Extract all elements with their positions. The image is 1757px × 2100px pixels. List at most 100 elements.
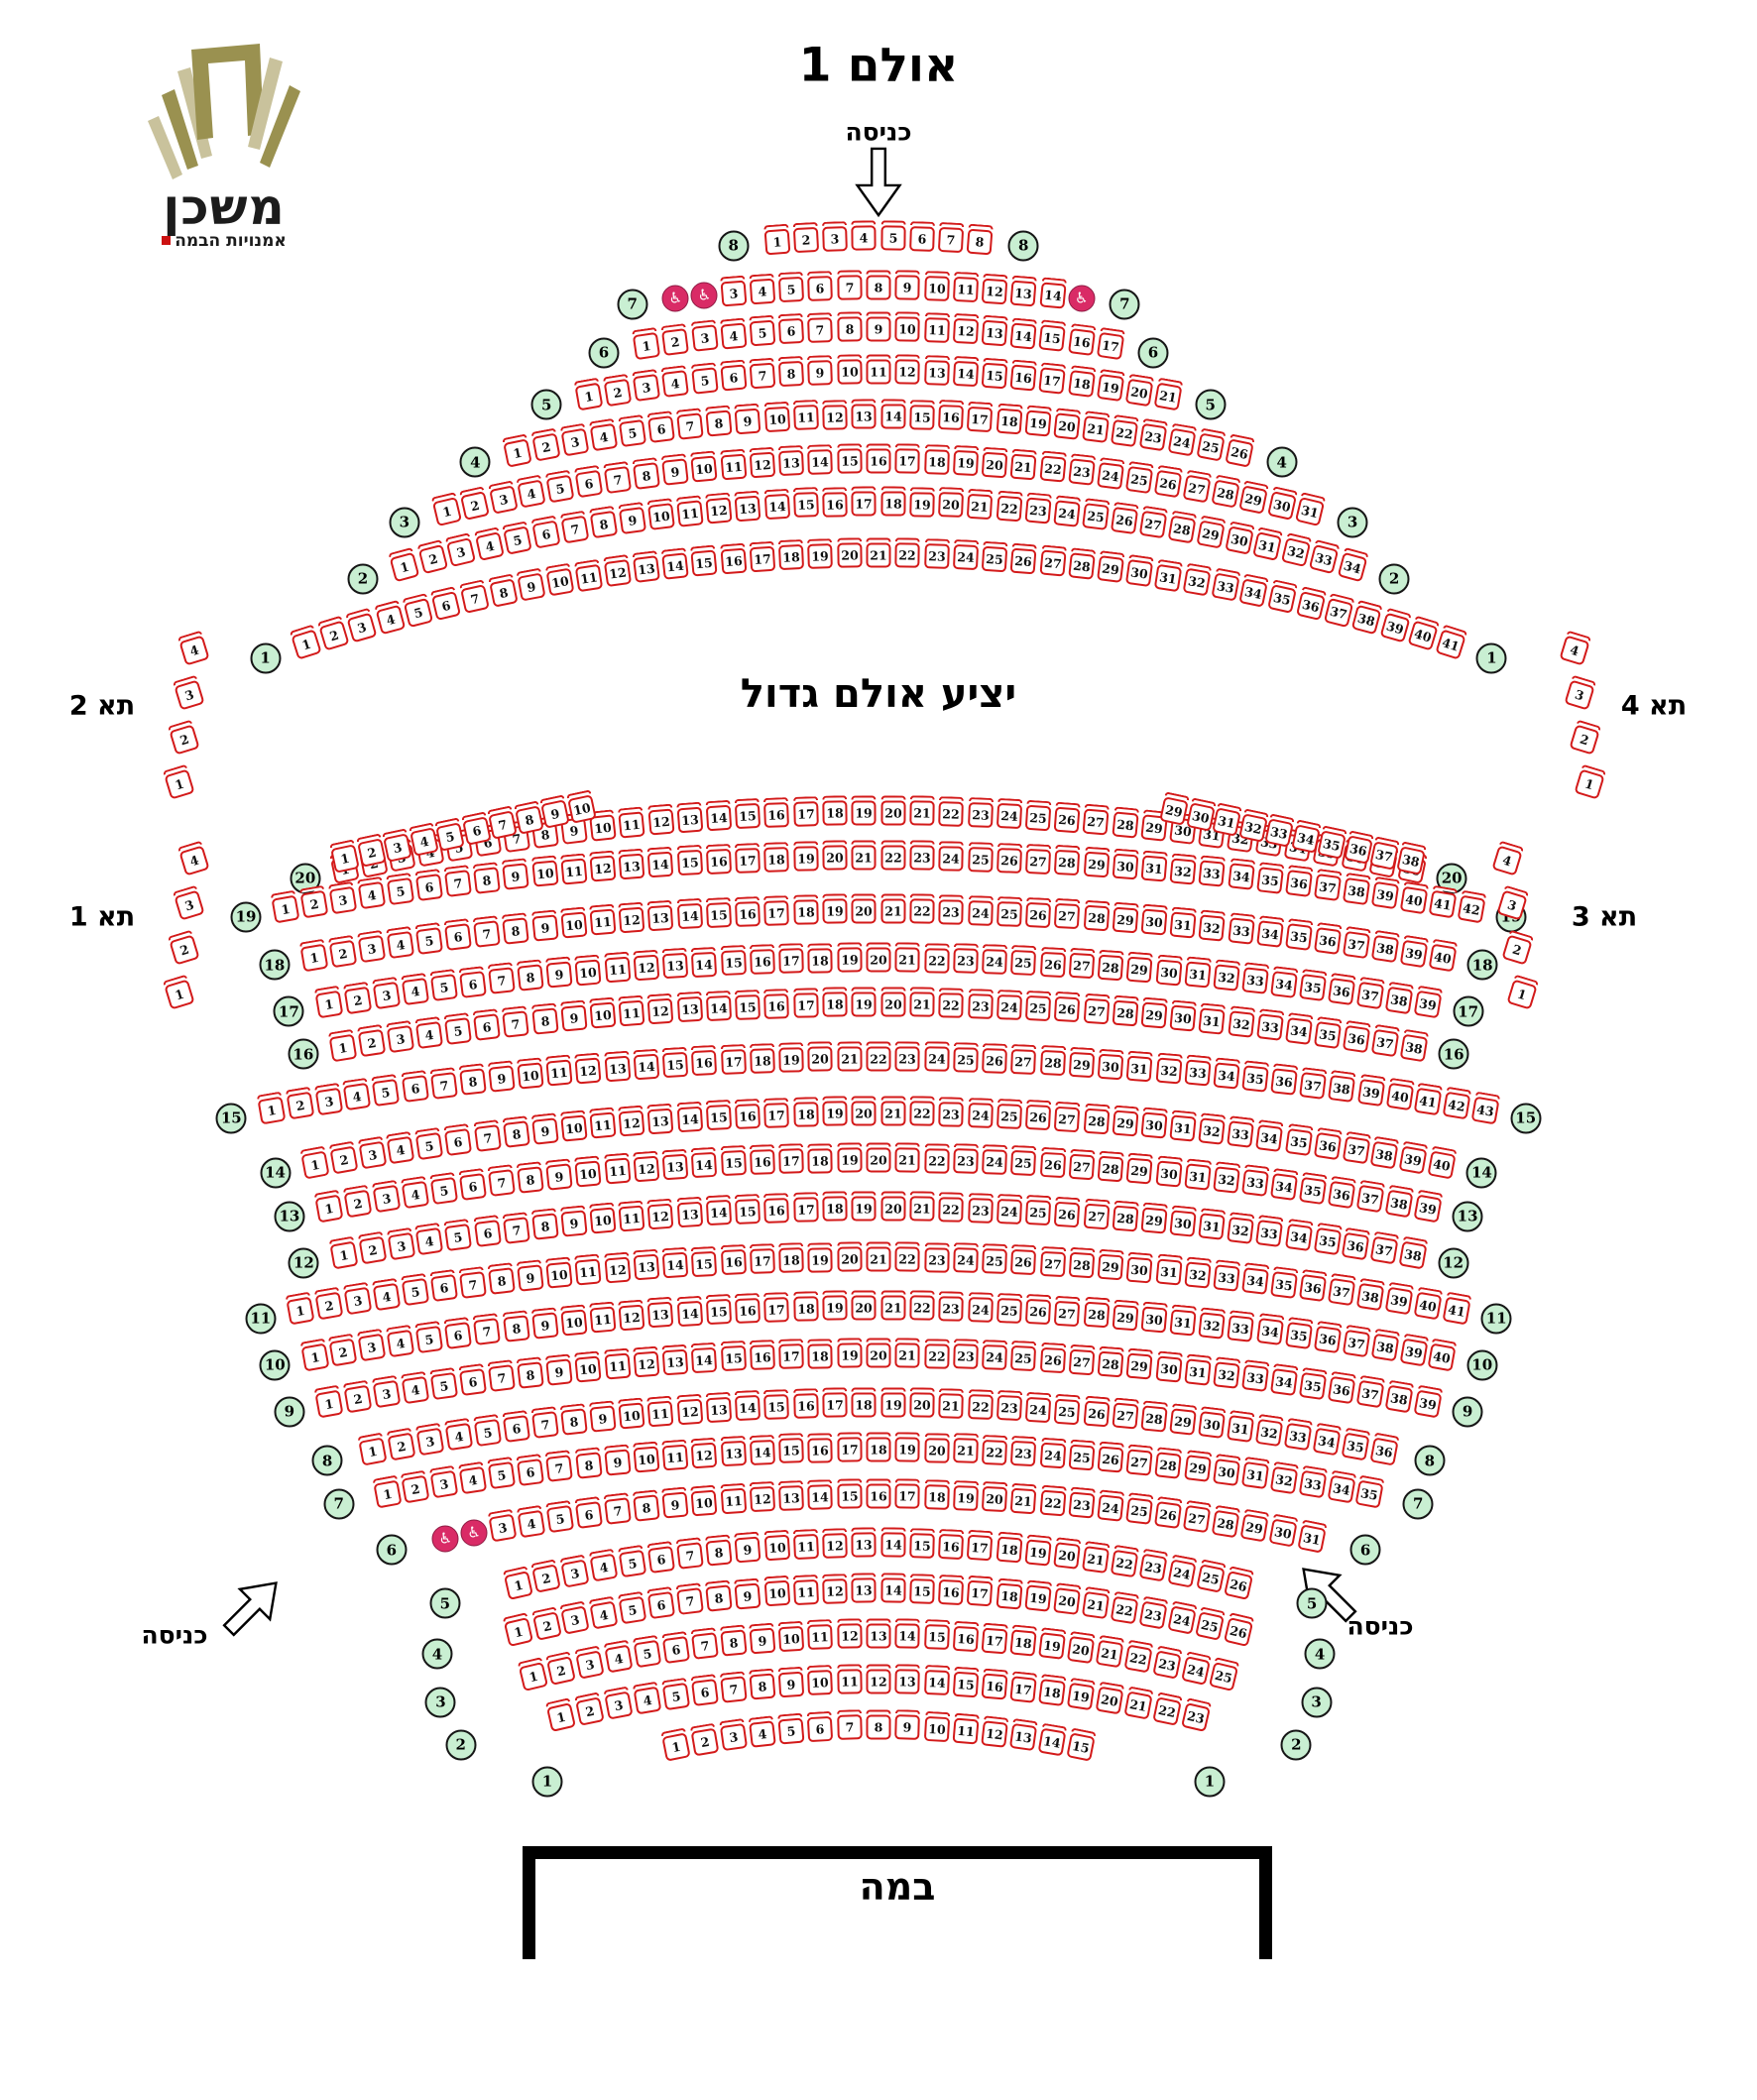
seat[interactable]: 11 bbox=[792, 405, 819, 431]
seat[interactable]: 39 bbox=[1370, 880, 1400, 910]
seat[interactable]: 24 bbox=[982, 1149, 1008, 1176]
seat[interactable]: 9 bbox=[807, 360, 834, 386]
seat[interactable]: 20 bbox=[866, 1142, 891, 1173]
seat[interactable]: 8 bbox=[589, 510, 618, 539]
seat[interactable]: 3 bbox=[372, 1380, 402, 1409]
seat[interactable]: 30 bbox=[1140, 1306, 1168, 1334]
seat[interactable]: 24 bbox=[967, 1296, 994, 1323]
seat[interactable]: 16 bbox=[1009, 364, 1037, 392]
seat[interactable]: 12 bbox=[618, 1109, 645, 1137]
seat[interactable]: 22 bbox=[909, 1295, 935, 1321]
seat[interactable]: 38 bbox=[1399, 1033, 1429, 1062]
seat[interactable]: 18 bbox=[763, 846, 790, 873]
seat[interactable]: 20 bbox=[822, 845, 848, 871]
wheelchair-icon[interactable]: ♿ bbox=[661, 285, 689, 312]
seat[interactable]: 28 bbox=[1112, 811, 1139, 839]
seat[interactable]: 3 bbox=[488, 1513, 518, 1543]
seat[interactable]: 15 bbox=[705, 1105, 733, 1131]
seat[interactable]: 32 bbox=[1280, 537, 1312, 568]
seat[interactable]: 9 bbox=[894, 275, 920, 300]
seat[interactable]: 2 bbox=[343, 1189, 373, 1219]
seat[interactable]: 35 bbox=[1298, 1371, 1328, 1400]
seat[interactable]: 8 bbox=[705, 1584, 733, 1612]
seat[interactable]: 9 bbox=[530, 913, 559, 942]
seat[interactable]: 3 bbox=[720, 280, 748, 307]
seat[interactable]: 7 bbox=[676, 412, 704, 440]
seat[interactable]: 22 bbox=[1038, 455, 1067, 483]
seat[interactable]: 25 bbox=[967, 846, 994, 873]
seat[interactable]: 24 bbox=[982, 949, 1008, 975]
seat[interactable]: 6 bbox=[473, 1220, 502, 1248]
seat[interactable]: 10 bbox=[763, 1580, 790, 1607]
seat[interactable]: 32 bbox=[1255, 1418, 1284, 1448]
seat[interactable]: 13 bbox=[894, 1669, 921, 1695]
seat[interactable]: 15 bbox=[909, 1532, 935, 1559]
seat[interactable]: 14 bbox=[705, 804, 733, 832]
seat[interactable]: 27 bbox=[1082, 808, 1111, 836]
seat[interactable]: 13 bbox=[618, 853, 645, 880]
seat[interactable]: 1 bbox=[314, 991, 344, 1019]
seat[interactable]: 6 bbox=[646, 415, 675, 444]
seat[interactable]: 26 bbox=[1039, 951, 1066, 978]
seat[interactable]: 31 bbox=[1240, 1461, 1269, 1490]
seat[interactable]: 17 bbox=[792, 992, 819, 1018]
seat[interactable]: 3 bbox=[174, 679, 205, 711]
seat[interactable]: 19 bbox=[807, 1246, 834, 1273]
seat[interactable]: 3 bbox=[174, 889, 205, 921]
seat[interactable]: 23 bbox=[967, 1197, 994, 1224]
seat[interactable]: 25 bbox=[1024, 1200, 1052, 1226]
seat[interactable]: 17 bbox=[778, 1343, 804, 1370]
seat[interactable]: 8 bbox=[530, 1213, 559, 1241]
seat[interactable]: 6 bbox=[574, 1501, 603, 1530]
seat[interactable]: 9 bbox=[749, 1627, 776, 1655]
seat[interactable]: 6 bbox=[720, 364, 748, 392]
wheelchair-icon[interactable]: ♿ bbox=[460, 1519, 488, 1547]
seat[interactable]: 8 bbox=[488, 1267, 516, 1295]
seat[interactable]: 26 bbox=[1097, 1446, 1124, 1473]
seat[interactable]: 4 bbox=[372, 1282, 402, 1311]
seat[interactable]: 25 bbox=[1010, 1345, 1037, 1372]
seat[interactable]: 22 bbox=[909, 898, 935, 924]
seat[interactable]: 12 bbox=[822, 1577, 848, 1604]
seat[interactable]: 7 bbox=[836, 1714, 863, 1741]
seat[interactable]: 27 bbox=[1083, 997, 1110, 1025]
seat[interactable]: 22 bbox=[866, 1041, 891, 1072]
seat[interactable]: 20 bbox=[923, 1437, 950, 1463]
seat[interactable]: 33 bbox=[1255, 1220, 1284, 1248]
seat[interactable]: 20 bbox=[1095, 1686, 1124, 1715]
seat[interactable]: 19 bbox=[837, 1342, 863, 1368]
seat[interactable]: 22 bbox=[996, 495, 1023, 523]
seat[interactable]: 1 bbox=[164, 768, 195, 800]
seat[interactable]: 30 bbox=[1154, 1160, 1183, 1188]
seat[interactable]: 26 bbox=[1054, 1201, 1081, 1228]
seat[interactable]: 19 bbox=[909, 491, 935, 518]
seat[interactable]: 15 bbox=[836, 448, 863, 474]
seat[interactable]: 28 bbox=[1112, 999, 1139, 1027]
seat[interactable]: 14 bbox=[763, 493, 790, 521]
seat[interactable]: 19 bbox=[851, 1196, 877, 1222]
seat[interactable]: 9 bbox=[734, 408, 761, 435]
seat[interactable]: 38 bbox=[1370, 1140, 1399, 1170]
seat[interactable]: 9 bbox=[618, 506, 646, 535]
seat[interactable]: 8 bbox=[633, 1494, 660, 1522]
seat[interactable]: 10 bbox=[545, 567, 575, 597]
seat[interactable]: 4 bbox=[387, 930, 415, 960]
seat[interactable]: 14 bbox=[661, 1252, 689, 1279]
seat[interactable]: 8 bbox=[514, 804, 544, 835]
seat[interactable]: 20 bbox=[851, 1101, 877, 1126]
seat[interactable]: 2 bbox=[546, 1655, 577, 1686]
seat[interactable]: 14 bbox=[676, 1300, 703, 1327]
seat[interactable]: 20 bbox=[1124, 378, 1153, 407]
seat[interactable]: 15 bbox=[909, 404, 935, 430]
seat[interactable]: 24 bbox=[996, 993, 1022, 1020]
seat[interactable]: 23 bbox=[923, 543, 950, 569]
seat[interactable]: 23 bbox=[894, 1046, 920, 1072]
seat[interactable]: 2 bbox=[357, 1028, 387, 1058]
seat[interactable]: 12 bbox=[822, 1532, 848, 1559]
seat[interactable]: 15 bbox=[720, 950, 747, 977]
seat[interactable]: 1 bbox=[300, 1342, 330, 1372]
seat[interactable]: 19 bbox=[894, 1437, 920, 1462]
seat[interactable]: 10 bbox=[633, 1446, 660, 1473]
seat[interactable]: 41 bbox=[1435, 628, 1466, 660]
seat[interactable]: 34 bbox=[1241, 1267, 1269, 1295]
